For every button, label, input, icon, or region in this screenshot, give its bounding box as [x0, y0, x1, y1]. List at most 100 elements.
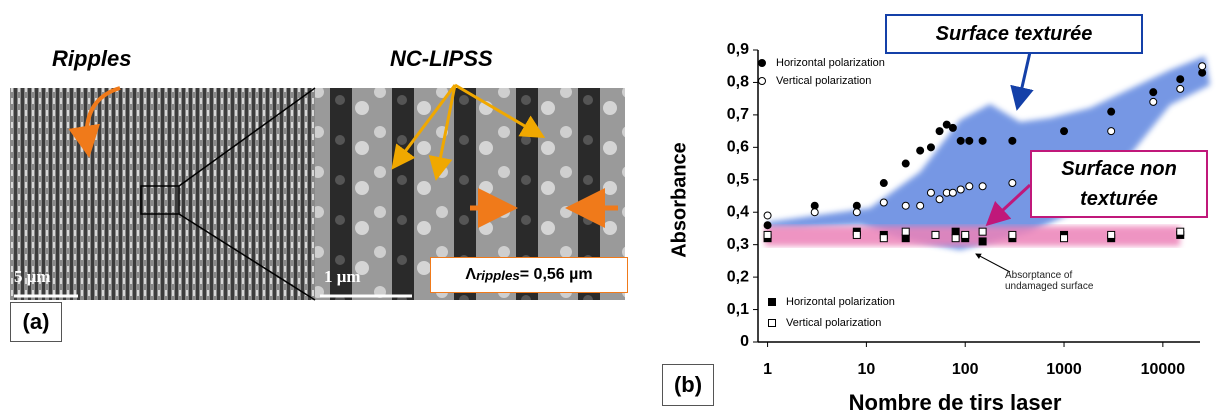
data-point [916, 146, 925, 155]
x-tick-label: 1 [763, 361, 772, 378]
arrow [391, 84, 457, 170]
data-point [926, 143, 935, 152]
data-point [916, 201, 925, 210]
arrow [454, 83, 546, 139]
data-point [942, 120, 951, 129]
data-point [1107, 230, 1116, 239]
label: Ripples [52, 46, 131, 71]
data-point [935, 195, 944, 204]
data-point [901, 227, 910, 236]
data-point [1060, 234, 1069, 243]
y-tick-label: 0 [740, 333, 749, 350]
y-tick-label: 0,4 [727, 203, 749, 220]
data-point [978, 237, 987, 246]
arrow [985, 183, 1032, 227]
arrow [428, 84, 457, 181]
x-tick-label: 10 [857, 361, 875, 378]
data-point [901, 234, 910, 243]
data-point [901, 201, 910, 210]
data-point [879, 234, 888, 243]
legend-marker [768, 298, 776, 306]
data-point [948, 188, 957, 197]
legend-marker [758, 77, 766, 85]
data-point [1198, 68, 1207, 77]
data-point [763, 221, 772, 230]
data-point [1176, 227, 1185, 236]
data-point [978, 136, 987, 145]
data-point [810, 201, 819, 210]
data-point [1149, 97, 1158, 106]
label: NC-LIPSS [390, 46, 493, 71]
sem-image-ripples [10, 88, 315, 300]
x-tick-label: 100 [952, 361, 979, 378]
data-point [965, 136, 974, 145]
y-tick-label: 0,7 [727, 106, 749, 123]
data-point [931, 230, 940, 239]
data-point [951, 234, 960, 243]
data-point [1176, 75, 1185, 84]
data-point [1176, 84, 1185, 93]
zoom-line [178, 213, 316, 301]
annotation: Surface non texturée [1030, 150, 1208, 218]
data-point [1008, 136, 1017, 145]
data-point [956, 185, 965, 194]
y-tick-label: 0,6 [727, 139, 749, 156]
textured-band [768, 56, 1210, 250]
annotation: Surface texturée [885, 14, 1143, 54]
data-point [1008, 230, 1017, 239]
y-tick-label: 0,8 [727, 74, 749, 91]
untextured-band [765, 226, 1180, 246]
data-point [879, 179, 888, 188]
arrow [68, 86, 121, 158]
annotation: Absorptance of undamaged surface [1005, 270, 1094, 292]
data-point [901, 159, 910, 168]
data-point [956, 136, 965, 145]
data-point [951, 227, 960, 236]
y-tick-label: 0,1 [727, 301, 749, 318]
lambda-symbol: Λ [465, 266, 477, 283]
scale-label: 5 μm [14, 267, 51, 286]
data-point [935, 127, 944, 136]
legend-label: Vertical polarization [786, 317, 881, 329]
data-point [1107, 107, 1116, 116]
legend-marker [758, 59, 766, 67]
data-point [965, 182, 974, 191]
plot: 0 0,1 0,2 0,3 0,4 0,5 0,6 0,7 0,8 0,9 1 10 100 1000 10… [727, 41, 1207, 378]
y-tick-label: 0,3 [727, 236, 749, 253]
data-point [978, 227, 987, 236]
data-point [1198, 62, 1207, 71]
zoom-box [140, 185, 180, 215]
panel-label: (b) [662, 364, 714, 406]
legend-label: Vertical polarization [776, 75, 871, 87]
legend-label: Horizontal polarization [786, 296, 895, 308]
data-point [926, 188, 935, 197]
data-point [810, 208, 819, 217]
lambda-text: = 0,56 µm [519, 266, 593, 283]
data-point [852, 230, 861, 239]
panel-label: (a) [10, 302, 62, 342]
data-point [763, 230, 772, 239]
zoom-line [178, 87, 316, 187]
data-point [852, 201, 861, 210]
data-point [879, 198, 888, 207]
y-tick-label: 0,2 [727, 268, 749, 285]
data-point [961, 230, 970, 239]
data-point [852, 208, 861, 217]
data-point [763, 211, 772, 220]
arrow [1010, 51, 1034, 111]
data-point [1008, 179, 1017, 188]
x-axis-label: Nombre de tirs laser [849, 390, 1062, 415]
arrow [975, 253, 1011, 273]
data-point [1060, 127, 1069, 136]
x-tick-label: 10000 [1141, 361, 1186, 378]
y-axis-label: Absorbance [668, 142, 690, 258]
y-tick-label: 0,5 [727, 171, 749, 188]
legend-label: Horizontal polarization [776, 57, 885, 69]
data-point [1149, 88, 1158, 97]
data-point [1107, 127, 1116, 136]
data-point [978, 182, 987, 191]
y-tick-label: 0,9 [727, 41, 749, 58]
